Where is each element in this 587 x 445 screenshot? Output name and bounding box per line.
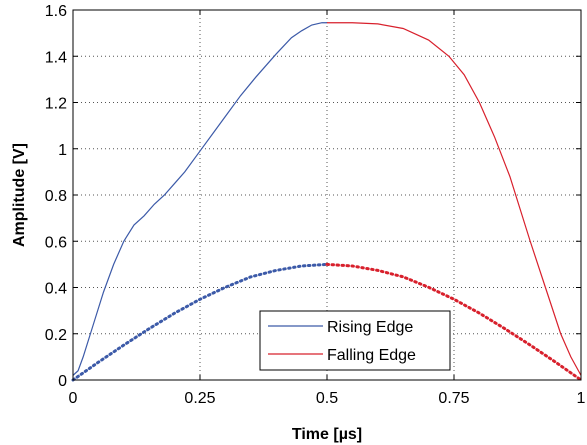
legend-label-rising-edge: Rising Edge (327, 319, 413, 336)
y-tick-label: 0.8 (45, 188, 67, 205)
y-tick-label: 1.2 (45, 96, 67, 113)
y-axis-label: Amplitude [V] (11, 143, 28, 247)
legend: Rising Edge Falling Edge (259, 310, 451, 371)
y-tick-label: 0.2 (45, 327, 67, 344)
x-tick-label: 0 (69, 390, 78, 407)
y-tick-label: 0.6 (45, 234, 67, 251)
x-tick-label: 0.5 (316, 390, 338, 407)
series-dotted-3-line (325, 262, 583, 382)
y-tick-label: 1.4 (45, 49, 67, 66)
x-axis-label: Time [µs] (292, 426, 362, 443)
x-tick-label: 1 (577, 390, 586, 407)
y-tick-label: 1.6 (45, 3, 67, 20)
y-tick-label: 0 (58, 373, 67, 390)
series-falling-edge-line (327, 22, 582, 376)
series-group (71, 22, 583, 382)
y-tick-label: 0.4 (45, 281, 67, 298)
x-tick-label: 0.75 (438, 390, 469, 407)
series-dotted-2-line (71, 262, 329, 382)
tick-labels: 0 0.25 0.5 0.75 1 0 0.2 0.4 0.6 0.8 1 1.2 1.4 1.6 (45, 3, 586, 407)
legend-label-falling-edge: Falling Edge (327, 347, 416, 364)
series-rising-edge-line (72, 22, 327, 376)
x-tick-label: 0.25 (184, 390, 215, 407)
y-tick-label: 1 (58, 142, 67, 159)
legend-box (259, 310, 451, 371)
